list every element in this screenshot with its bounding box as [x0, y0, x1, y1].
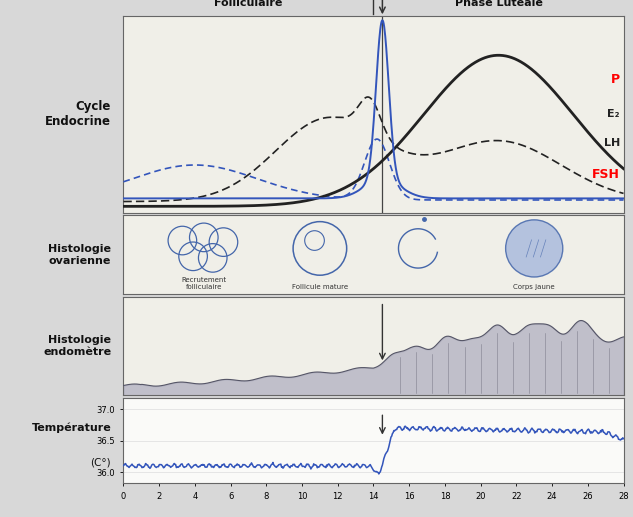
Text: Recrutement
folliculaire: Recrutement folliculaire — [181, 277, 227, 290]
Text: Histologie
ovarienne: Histologie ovarienne — [48, 244, 111, 266]
Text: E₂: E₂ — [608, 109, 620, 119]
Text: Follicule mature: Follicule mature — [292, 284, 348, 290]
Text: FSH: FSH — [592, 168, 620, 181]
Text: P: P — [611, 72, 620, 86]
Text: Cycle
Endocrine: Cycle Endocrine — [45, 100, 111, 128]
Text: Corps jaune: Corps jaune — [513, 284, 555, 290]
Ellipse shape — [506, 220, 563, 277]
Text: Histologie
endomètre: Histologie endomètre — [43, 335, 111, 357]
Text: Température: Température — [32, 422, 111, 433]
Text: (C°): (C°) — [91, 457, 111, 467]
Text: LH: LH — [604, 138, 620, 148]
